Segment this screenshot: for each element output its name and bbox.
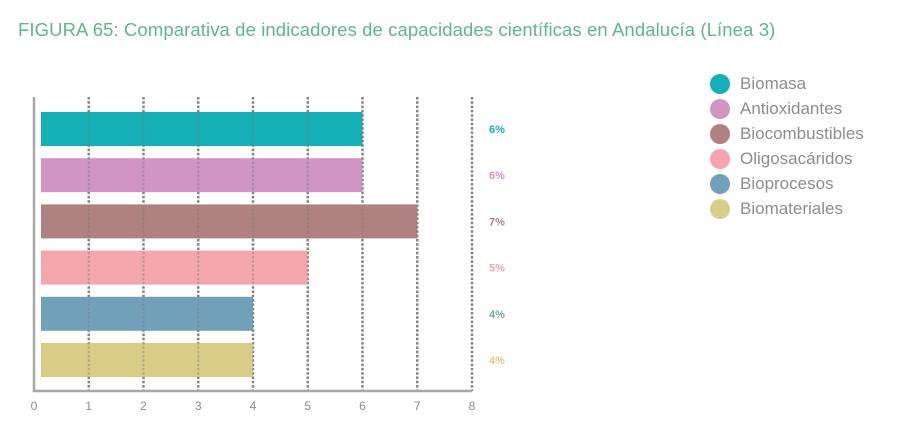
legend-label: Bioprocesos [740, 173, 834, 193]
x-tick-label: 8 [469, 399, 476, 413]
bar-oligosacáridos [41, 250, 308, 285]
bar-bioprocesos [41, 296, 253, 331]
axes [32, 97, 472, 393]
x-tick-label: 6 [359, 399, 366, 413]
value-label: 5% [489, 263, 505, 275]
legend-label: Oligosacáridos [740, 148, 853, 168]
chart-title: FIGURA 65: Comparativa de indicadores de… [18, 19, 776, 40]
legend-label: Antioxidantes [740, 98, 843, 118]
x-tick-label: 3 [195, 399, 202, 413]
legend-item: Biomasa [710, 71, 864, 96]
legend-swatch [710, 173, 730, 194]
legend-item: Biocombustibles [710, 121, 864, 146]
legend-label: Biomateriales [740, 198, 843, 218]
legend-item: Oligosacáridos [710, 146, 864, 171]
legend-swatch [710, 198, 730, 219]
value-label: 4% [489, 309, 505, 321]
bar-antioxidantes [41, 158, 363, 193]
value-label: 7% [489, 216, 505, 228]
x-tick-label: 0 [31, 399, 38, 413]
bar-biomateriales [41, 343, 253, 377]
x-tick-label: 4 [250, 399, 257, 413]
value-label: 4% [489, 355, 505, 367]
legend-item: Biomateriales [710, 196, 864, 221]
bar-biomasa [41, 112, 363, 146]
legend-item: Bioprocesos [710, 171, 864, 196]
value-label: 6% [489, 170, 505, 182]
x-tick-label: 7 [414, 399, 421, 413]
legend-swatch [710, 73, 730, 94]
legend-swatch [710, 98, 730, 119]
bar-biocombustibles [41, 204, 418, 239]
x-tick-labels: 0 1 2 3 4 5 6 7 8 [31, 399, 476, 413]
legend-item: Antioxidantes [710, 96, 864, 121]
bars [41, 112, 418, 377]
x-tick-label: 1 [85, 399, 92, 413]
x-tick-label: 5 [304, 399, 311, 413]
x-tick-label: 2 [140, 399, 147, 413]
legend: Biomasa Antioxidantes Biocombustibles Oligo… [710, 71, 864, 221]
value-labels: 6% 6% 7% 5% 4% 4% [489, 124, 505, 367]
value-label: 6% [489, 124, 505, 136]
grid-overlay [87, 97, 473, 391]
legend-swatch [710, 148, 730, 169]
legend-label: Biomasa [740, 73, 807, 93]
legend-swatch [710, 123, 730, 144]
legend-label: Biocombustibles [740, 123, 864, 143]
